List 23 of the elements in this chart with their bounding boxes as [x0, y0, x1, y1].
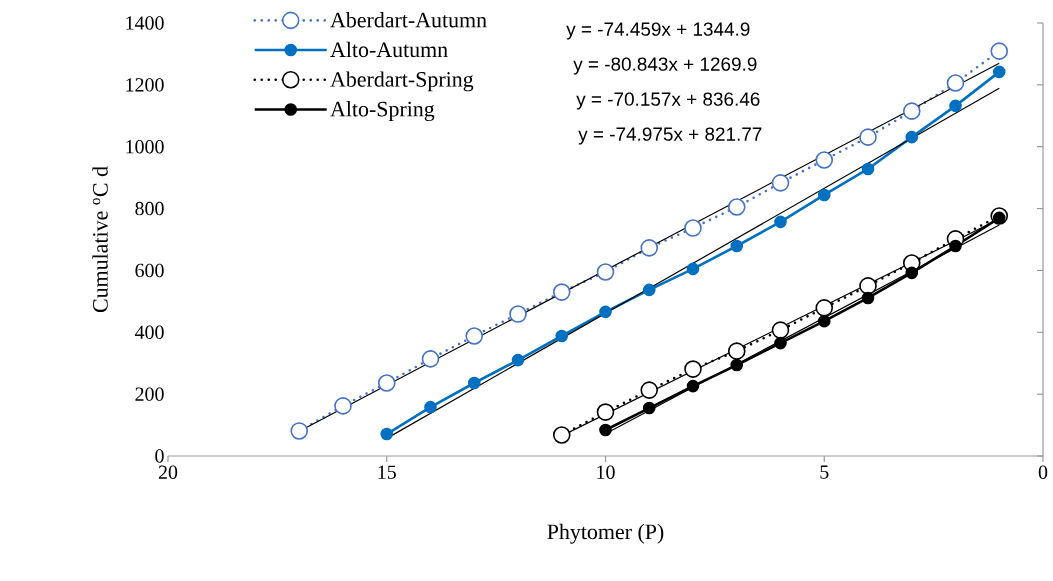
- y-tick-label: 1000: [126, 139, 164, 154]
- legend-label: Alto-Autumn: [330, 41, 448, 58]
- y-tick-label: 1200: [126, 78, 164, 92]
- annotation: y = -70.157x + 836.46: [576, 92, 760, 110]
- y-tick-label: 600: [135, 263, 164, 278]
- legend-label: Alto-Spring: [330, 101, 435, 122]
- legend-label: Aberdart-Autumn: [330, 12, 487, 28]
- x-tick-label: 20: [158, 465, 178, 479]
- y-tick-label: 0: [155, 449, 164, 463]
- y-tick-label: 400: [134, 325, 164, 339]
- y-tick-label: 200: [135, 387, 164, 401]
- x-axis-title: Phytomer (P): [547, 523, 664, 544]
- annotation: y = -74.459x + 1344.9: [566, 22, 750, 40]
- y-axis-title: Cumulative $^{o}$C d: [92, 166, 108, 313]
- y-tick-label: 800: [135, 201, 164, 216]
- x-tick-label: 10: [597, 465, 615, 479]
- legend-label: Aberdart-Spring: [330, 71, 474, 92]
- annotation: y = -74.975x + 821.77: [578, 127, 762, 145]
- y-tick-label: 1400: [126, 16, 164, 30]
- annotation: y = -80.843x + 1269.9: [573, 57, 757, 75]
- x-tick-label: 15: [378, 465, 396, 479]
- x-tick-label: 5: [820, 465, 829, 479]
- x-tick-label: 0: [1038, 465, 1048, 479]
